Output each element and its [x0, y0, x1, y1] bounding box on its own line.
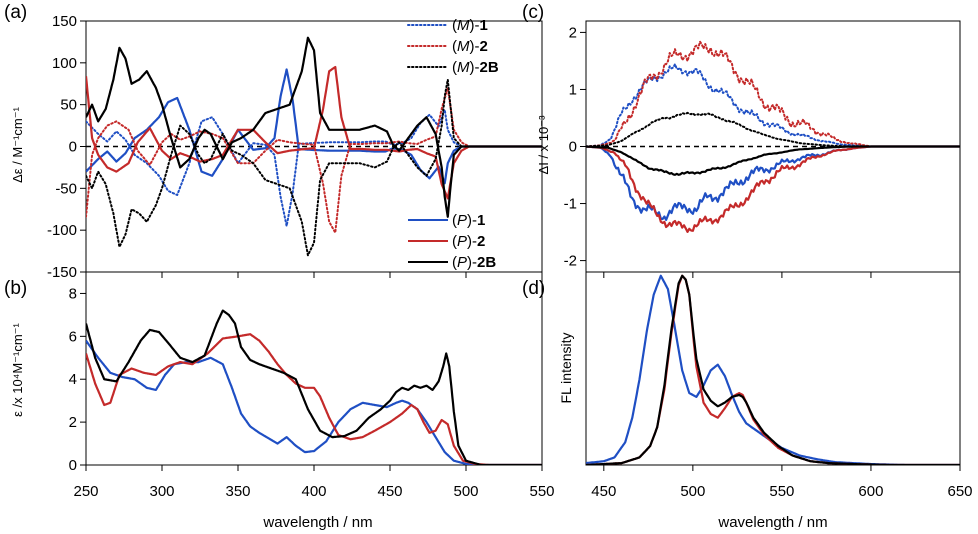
x-tick-label: 550: [529, 483, 554, 500]
series-line-p-2: [86, 65, 542, 200]
legend-entry: (M)-1: [452, 17, 488, 34]
series-line-p-2: [586, 145, 960, 233]
panel-b-xlabel: wavelength / nm: [262, 514, 372, 531]
y-tick-label: 100: [52, 55, 77, 72]
series-group: [586, 274, 960, 465]
x-tick-label: 350: [225, 483, 250, 500]
x-tick-label: 500: [680, 483, 705, 500]
legend-entry: (P)-1: [452, 212, 485, 229]
series-group: [86, 36, 542, 257]
y-tick-label: 150: [52, 13, 77, 30]
series-group: [86, 309, 542, 465]
x-tick-label: 550: [769, 483, 794, 500]
panel-c-cpl-spectra: 2 1 0 -1 -2: [564, 20, 961, 278]
series-line-m-2: [586, 40, 960, 148]
x-tick-label: 600: [858, 483, 883, 500]
series-line-p-2: [86, 333, 542, 465]
series-line-p-2b: [86, 309, 542, 465]
x-tick-label: 500: [453, 483, 478, 500]
panel-d-xlabel: wavelength / nm: [717, 514, 827, 531]
panel-c-label: (c): [522, 2, 544, 23]
series-line-m-2: [86, 86, 542, 234]
legend-entry: (P)-2B: [452, 254, 496, 271]
legend-entry: (P)-2: [452, 233, 485, 250]
plot-frame: [585, 271, 961, 466]
panel-a-label: (a): [4, 2, 27, 23]
y-tick-label: 2: [69, 414, 77, 431]
series-line-p-2: [586, 274, 960, 465]
series-line-p-2b: [586, 274, 960, 465]
y-tick-label: 2: [569, 24, 577, 41]
y-tick-label: -100: [47, 222, 77, 239]
series-line-p-1: [586, 145, 960, 221]
panel-b-ylabel: ε /x 10⁴M⁻¹cm⁻¹: [10, 322, 25, 416]
y-tick-label: 6: [69, 328, 77, 345]
legend-entry: (M)-2B: [452, 59, 499, 76]
x-tick-label: 650: [947, 483, 972, 500]
y-tick-label: -1: [564, 196, 577, 213]
y-tick-label: 1: [569, 81, 577, 98]
panel-a-cd-spectra: 150 100 50 0 -50 -100 -150: [47, 13, 543, 281]
x-tick-label: 400: [301, 483, 326, 500]
y-tick-label: 0: [569, 139, 577, 156]
series-line-p-1: [586, 274, 960, 465]
series-line-p-1: [86, 339, 542, 465]
x-tick-label: 450: [377, 483, 402, 500]
panel-b-absorption-spectra: 0 2 4 6 8 250 300 350 400 450 500 550: [69, 271, 555, 500]
y-tick-label: -2: [564, 253, 577, 270]
panel-d-ylabel: FL intensity: [558, 332, 574, 403]
y-tick-label: -150: [47, 264, 77, 281]
series-line-m-2b: [586, 111, 960, 148]
series-group: [586, 40, 960, 233]
panel-a-legend: (M)-1 (M)-2 (M)-2B (P)-1 (P)-2 (P)-2B: [407, 17, 499, 271]
y-tick-label: 8: [69, 285, 77, 302]
panel-c-ylabel: ΔI / x 10⁻³: [536, 115, 551, 175]
x-tick-label: 250: [73, 483, 98, 500]
plot-frame: [85, 271, 543, 466]
panel-d-fluorescence-spectra: 450 500 550 600 650: [585, 271, 973, 500]
series-line-m-2b: [86, 78, 542, 257]
y-tick-label: 50: [60, 97, 77, 114]
panel-a-ylabel: Δε / M⁻¹cm⁻¹: [10, 106, 25, 183]
y-tick-label: 0: [69, 457, 77, 474]
y-tick-label: 0: [69, 139, 77, 156]
series-line-p-2b: [586, 145, 960, 176]
x-tick-label: 450: [591, 483, 616, 500]
y-tick-label: -50: [55, 180, 77, 197]
x-tick-label: 300: [149, 483, 174, 500]
panel-d-label: (d): [522, 278, 545, 299]
panel-b-label: (b): [4, 278, 27, 299]
y-tick-label: 4: [69, 371, 77, 388]
legend-entry: (M)-2: [452, 38, 488, 55]
